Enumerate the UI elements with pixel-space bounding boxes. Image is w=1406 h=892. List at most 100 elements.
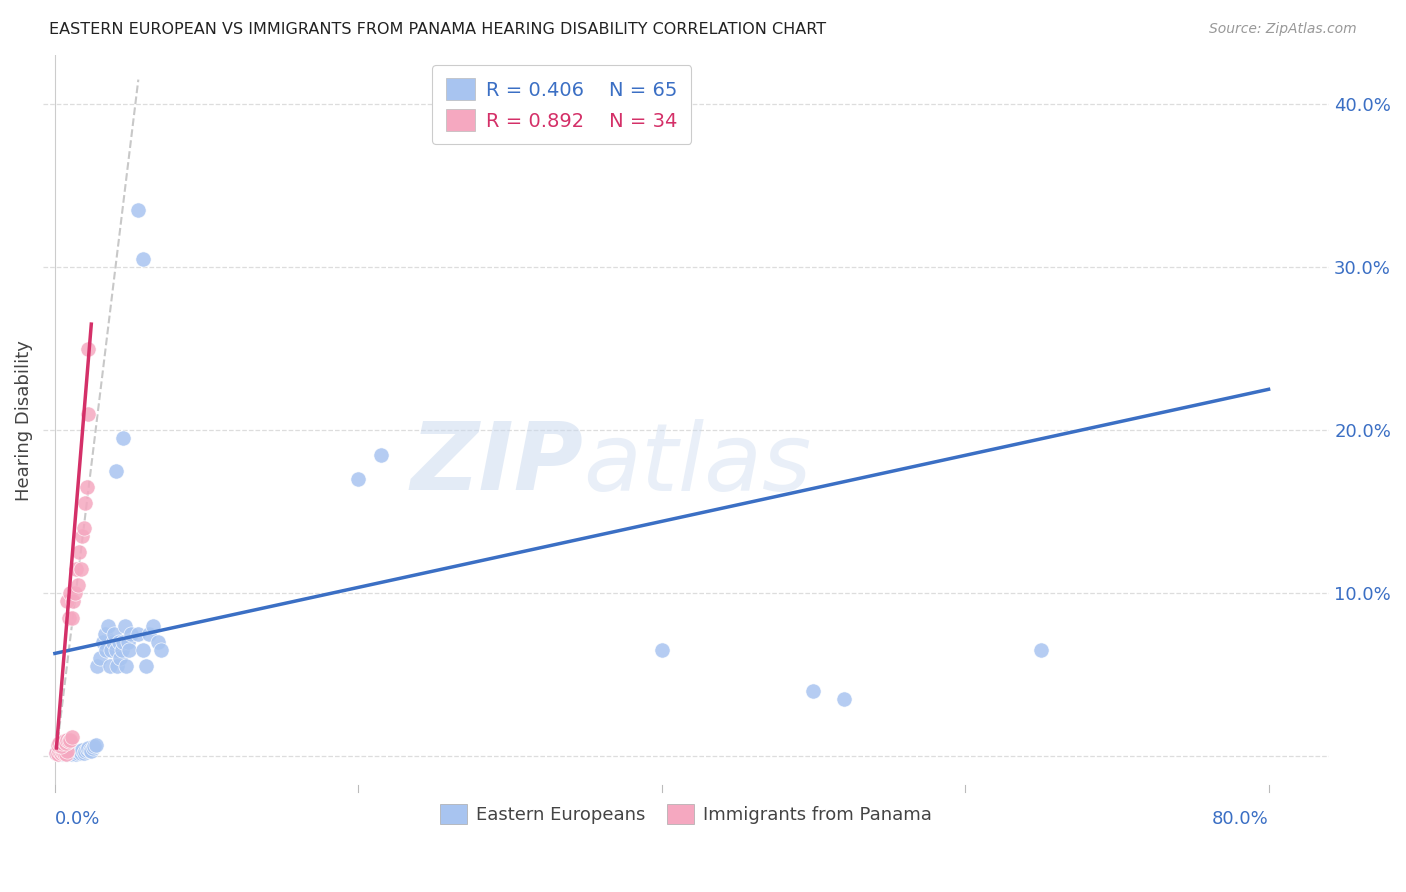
Point — [77, 741, 100, 756]
Point — [138, 627, 160, 641]
Point — [46, 738, 69, 752]
Point — [108, 651, 131, 665]
Point — [96, 643, 118, 657]
Point — [51, 736, 73, 750]
Point — [77, 342, 100, 356]
Point — [48, 744, 70, 758]
Point — [803, 684, 825, 698]
Point — [70, 529, 93, 543]
Point — [63, 586, 86, 600]
Point — [142, 618, 165, 632]
Point — [59, 586, 82, 600]
Point — [51, 747, 73, 762]
Point — [58, 744, 80, 758]
Point — [59, 732, 82, 747]
Point — [66, 746, 89, 760]
Point — [62, 594, 84, 608]
Point — [114, 618, 136, 632]
Text: EASTERN EUROPEAN VS IMMIGRANTS FROM PANAMA HEARING DISABILITY CORRELATION CHART: EASTERN EUROPEAN VS IMMIGRANTS FROM PANA… — [49, 22, 827, 37]
Point — [107, 635, 129, 649]
Point — [75, 744, 97, 758]
Point — [46, 747, 69, 762]
Point — [55, 746, 77, 760]
Point — [82, 741, 104, 756]
Point — [115, 659, 138, 673]
Text: 0.0%: 0.0% — [55, 810, 100, 828]
Point — [59, 746, 82, 760]
Point — [48, 744, 70, 758]
Point — [89, 651, 111, 665]
Point — [60, 747, 83, 762]
Point — [832, 692, 855, 706]
Point — [60, 730, 83, 744]
Point — [56, 747, 79, 762]
Point — [120, 627, 142, 641]
Point — [76, 480, 98, 494]
Point — [117, 635, 139, 649]
Text: atlas: atlas — [583, 418, 811, 509]
Point — [49, 739, 72, 754]
Point — [127, 627, 149, 641]
Point — [58, 734, 80, 748]
Point — [48, 736, 70, 750]
Point — [51, 744, 73, 758]
Point — [98, 659, 121, 673]
Point — [86, 659, 108, 673]
Point — [67, 545, 90, 559]
Point — [103, 627, 125, 641]
Point — [49, 746, 72, 760]
Point — [104, 464, 127, 478]
Point — [135, 659, 157, 673]
Point — [65, 747, 87, 762]
Point — [100, 643, 122, 657]
Point — [69, 746, 91, 760]
Point — [53, 734, 76, 748]
Point — [651, 643, 673, 657]
Point — [146, 635, 169, 649]
Point — [56, 594, 79, 608]
Point — [76, 742, 98, 756]
Point — [118, 643, 141, 657]
Point — [83, 739, 105, 754]
Point — [132, 643, 155, 657]
Point — [56, 744, 79, 758]
Point — [63, 744, 86, 758]
Point — [45, 746, 67, 760]
Point — [73, 521, 96, 535]
Point — [111, 643, 134, 657]
Y-axis label: Hearing Disability: Hearing Disability — [15, 340, 32, 500]
Point — [65, 561, 87, 575]
Point — [127, 202, 149, 217]
Point — [69, 561, 91, 575]
Point — [112, 431, 135, 445]
Point — [55, 736, 77, 750]
Point — [75, 496, 97, 510]
Point — [104, 643, 127, 657]
Point — [46, 747, 69, 762]
Text: 80.0%: 80.0% — [1212, 810, 1268, 828]
Point — [53, 746, 76, 760]
Point — [101, 635, 124, 649]
Point — [67, 744, 90, 758]
Point — [1029, 643, 1052, 657]
Point — [94, 627, 117, 641]
Point — [77, 407, 100, 421]
Point — [45, 746, 67, 760]
Text: ZIP: ZIP — [411, 418, 583, 510]
Point — [66, 578, 89, 592]
Point — [150, 643, 173, 657]
Point — [370, 448, 392, 462]
Point — [56, 732, 79, 747]
Point — [80, 744, 103, 758]
Point — [97, 618, 120, 632]
Point — [84, 738, 107, 752]
Point — [58, 610, 80, 624]
Point — [73, 746, 96, 760]
Point — [79, 742, 101, 756]
Point — [93, 635, 115, 649]
Point — [105, 659, 128, 673]
Point — [53, 744, 76, 758]
Text: Source: ZipAtlas.com: Source: ZipAtlas.com — [1209, 22, 1357, 37]
Legend: Eastern Europeans, Immigrants from Panama: Eastern Europeans, Immigrants from Panam… — [433, 797, 939, 831]
Point — [49, 746, 72, 760]
